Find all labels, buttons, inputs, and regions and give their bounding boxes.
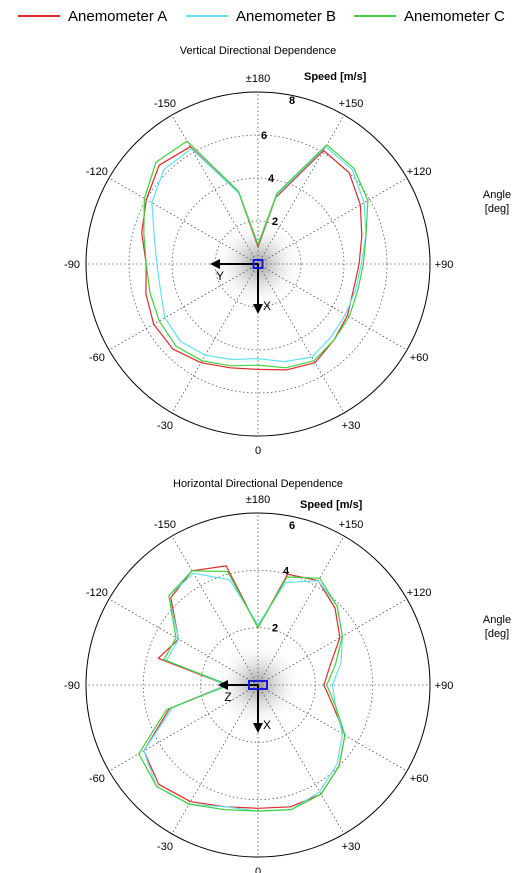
- horizontal-radial-tick-label: 2: [272, 623, 278, 635]
- vertical-angle-tick-label: -120: [86, 166, 108, 178]
- legend-label-b: Anemometer B: [236, 7, 337, 25]
- horizontal-radial-axis-label: Speed [m/s]: [300, 499, 363, 511]
- horizontal-horizontal-arrow-head: [218, 680, 228, 690]
- vertical-angle-tick-label: +90: [435, 259, 454, 271]
- horizontal-series-line-b: [143, 572, 343, 812]
- horizontal-angle-tick-label: +150: [339, 519, 364, 531]
- horizontal-angle-tick-label: -120: [86, 587, 108, 599]
- legend-swatch-c: [354, 15, 396, 17]
- horizontal-series-line-c: [138, 570, 346, 812]
- horizontal-grid-spoke: [257, 598, 408, 686]
- horizontal-radial-tick-label: 4: [283, 565, 290, 577]
- legend-item-a: Anemometer A: [18, 6, 167, 26]
- vertical-angle-tick-label: -90: [64, 259, 80, 271]
- vertical-radial-tick-label: 2: [272, 216, 278, 228]
- legend: Anemometer A Anemometer B Anemometer C: [0, 0, 514, 34]
- vertical-angle-tick-label: ±180: [246, 73, 270, 85]
- horizontal-horizontal-axis-letter: Z: [224, 690, 231, 704]
- horizontal-angle-tick-label: +30: [342, 841, 361, 853]
- vertical-horizontal-axis-letter: Y: [216, 269, 224, 283]
- vertical-polar-chart: Vertical Directional Dependence ±180 +150 +…: [64, 45, 511, 457]
- horizontal-angle-tick-label: -150: [154, 519, 176, 531]
- horizontal-chart-title: Horizontal Directional Dependence: [173, 478, 343, 490]
- vertical-angular-axis-label-1: Angle: [483, 189, 511, 201]
- vertical-chart-title: Vertical Directional Dependence: [180, 45, 337, 57]
- vertical-grid-spoke: [257, 114, 345, 265]
- horizontal-grid-spoke: [257, 684, 345, 835]
- legend-label-c: Anemometer C: [404, 7, 505, 25]
- horizontal-grid-spoke: [171, 535, 259, 686]
- horizontal-angle-tick-label: +90: [435, 680, 454, 692]
- vertical-radial-tick-label: 8: [289, 95, 295, 107]
- horizontal-angular-axis-label-1: Angle: [483, 614, 511, 626]
- horizontal-polar-chart: Horizontal Directional Dependence ±180 +15…: [64, 478, 511, 873]
- vertical-radial-tick-label: 4: [268, 173, 275, 185]
- legend-swatch-a: [18, 15, 60, 17]
- vertical-vertical-arrow-head: [253, 304, 263, 314]
- vertical-grid-spoke: [171, 114, 259, 265]
- horizontal-grid-spoke: [108, 684, 259, 772]
- vertical-grid-spoke: [108, 177, 259, 265]
- legend-item-b: Anemometer B: [186, 6, 336, 26]
- vertical-sensor-box: [252, 259, 264, 269]
- horizontal-angle-tick-label: ±180: [246, 494, 270, 506]
- horizontal-grid-spoke: [108, 598, 259, 686]
- horizontal-grid-spoke: [171, 684, 259, 835]
- horizontal-grid-spoke: [257, 535, 345, 686]
- horizontal-angular-axis-label-2: [deg]: [485, 628, 509, 640]
- vertical-angle-tick-label: 0: [255, 445, 261, 457]
- horizontal-angle-tick-label: -30: [157, 841, 173, 853]
- vertical-grid-circle: [171, 177, 345, 351]
- vertical-vertical-axis-letter: X: [263, 299, 271, 313]
- horizontal-angle-tick-label: +120: [407, 587, 432, 599]
- vertical-grid-circle: [214, 220, 302, 308]
- vertical-angle-tick-label: -60: [89, 352, 105, 364]
- vertical-angular-axis-label-2: [deg]: [485, 203, 509, 215]
- vertical-angle-tick-label: -150: [154, 98, 176, 110]
- horizontal-angle-tick-label: -60: [89, 773, 105, 785]
- horizontal-sensor-box: [248, 680, 268, 690]
- horizontal-vertical-axis-letter: X: [263, 718, 271, 732]
- vertical-horizontal-arrow-head: [210, 259, 220, 269]
- vertical-grid-spoke: [257, 263, 345, 414]
- vertical-grid-spoke: [108, 263, 259, 351]
- horizontal-angle-tick-label: -90: [64, 680, 80, 692]
- vertical-angle-tick-label: +120: [407, 166, 432, 178]
- horizontal-vertical-arrow-head: [253, 723, 263, 733]
- horizontal-radial-tick-label: 6: [289, 520, 295, 532]
- vertical-grid-spoke: [257, 263, 408, 351]
- horizontal-grid-spoke: [257, 684, 408, 772]
- vertical-angle-tick-label: -30: [157, 420, 173, 432]
- vertical-angle-tick-label: +60: [410, 352, 429, 364]
- legend-swatch-b: [186, 15, 228, 17]
- legend-item-c: Anemometer C: [354, 6, 505, 26]
- vertical-series-line-c: [143, 140, 369, 369]
- legend-label-a: Anemometer A: [68, 7, 168, 25]
- vertical-radial-axis-label: Speed [m/s]: [304, 71, 367, 83]
- vertical-series-line-a: [141, 146, 363, 371]
- vertical-grid-spoke: [171, 263, 259, 414]
- vertical-grid-spoke: [257, 177, 408, 265]
- horizontal-angle-tick-label: +60: [410, 773, 429, 785]
- vertical-angle-tick-label: +30: [342, 420, 361, 432]
- vertical-radial-tick-label: 6: [261, 130, 267, 142]
- vertical-angle-tick-label: +150: [339, 98, 364, 110]
- horizontal-angle-tick-label: 0: [255, 866, 261, 873]
